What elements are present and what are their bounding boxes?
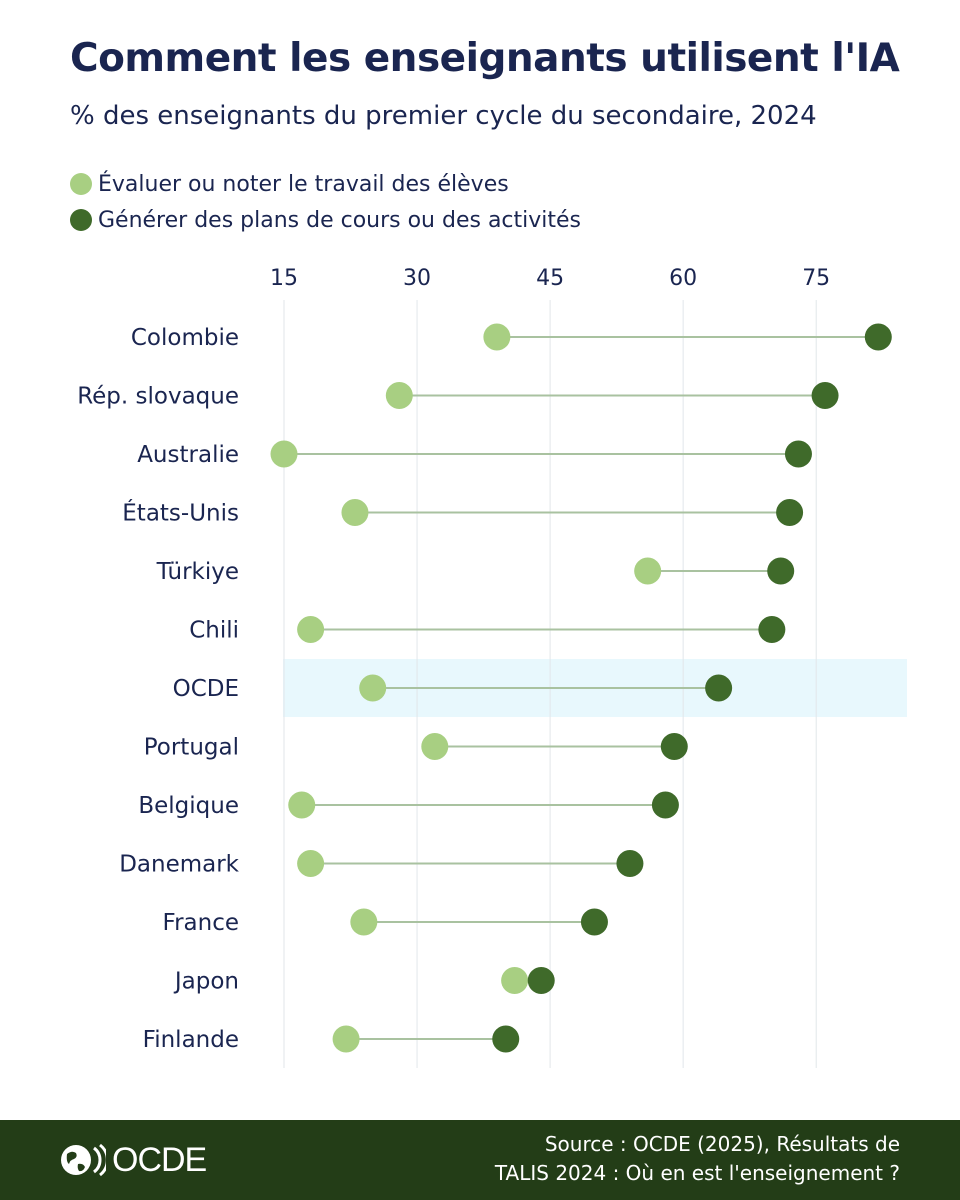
chart-subtitle: % des enseignants du premier cycle du se… [70,101,817,131]
legend-label-evaluate: Évaluer ou noter le travail des élèves [98,171,509,197]
category-label-japon: Japon [173,969,239,995]
point-generate-france [580,908,608,936]
source-line-1: Source : OCDE (2025), Résultats de [544,1132,900,1156]
legend: Évaluer ou noter le travail des élèves G… [70,166,581,238]
legend-dot-dark [70,209,92,231]
category-label-t-rkiye: Türkiye [156,559,239,585]
point-generate-r-p-slovaque [811,382,839,409]
point-evaluate-australie [270,440,298,468]
x-tick-label-60: 60 [669,266,697,291]
chart-title: Comment les enseignants utilisent l'IA [70,36,900,81]
logo-text: OCDE [112,1140,207,1179]
legend-item-evaluate: Évaluer ou noter le travail des élèves [70,166,581,202]
category-label-australie: Australie [137,442,239,468]
point-evaluate-portugal [421,733,449,760]
category-label--tats-unis: États-Unis [122,499,239,527]
x-tick-label-75: 75 [802,266,830,291]
category-label-chili: Chili [189,618,239,644]
point-generate--tats-unis [776,499,804,526]
point-evaluate-finlande [332,1025,360,1053]
x-tick-label-45: 45 [536,266,564,291]
point-evaluate--tats-unis [341,499,369,526]
legend-dot-light [70,173,92,195]
category-label-r-p-slovaque: Rép. slovaque [77,384,239,410]
point-evaluate-danemark [297,850,325,877]
point-evaluate-ocde [359,674,387,702]
category-label-colombie: Colombie [131,325,239,351]
point-evaluate-france [350,908,378,936]
oecd-logo: OCDE [58,1140,207,1180]
globe-icon [61,1143,106,1177]
category-label-belgique: Belgique [138,793,239,819]
point-evaluate-japon [501,967,529,994]
point-evaluate-r-p-slovaque [385,382,413,409]
category-label-ocde: OCDE [173,676,239,702]
category-label-danemark: Danemark [119,852,239,878]
category-label-finlande: Finlande [143,1027,239,1053]
dumbbell-chart: 15 30 45 60 75 Colombie Rép. slovaque Australi… [77,266,907,1068]
point-evaluate-t-rkiye [634,557,662,585]
source-note: Source : OCDE (2025), Résultats de TALIS… [495,1130,900,1188]
category-label-portugal: Portugal [144,735,239,761]
point-generate-portugal [660,733,688,760]
point-generate-ocde [705,674,733,702]
point-generate-t-rkiye [767,557,795,585]
point-generate-danemark [616,850,644,877]
point-generate-finlande [492,1025,520,1053]
point-generate-belgique [651,791,679,819]
point-evaluate-colombie [483,323,511,351]
point-generate-japon [527,967,555,994]
point-evaluate-chili [297,616,325,643]
footer: OCDE Source : OCDE (2025), Résultats de … [0,1120,960,1200]
legend-item-generate: Générer des plans de cours ou des activi… [70,202,581,238]
x-tick-label-30: 30 [403,266,431,291]
point-evaluate-belgique [288,791,316,819]
category-label-france: France [163,910,239,936]
legend-label-generate: Générer des plans de cours ou des activi… [98,207,582,233]
source-line-2: TALIS 2024 : Où en est l'enseignement ? [494,1161,900,1185]
point-generate-colombie [864,323,892,351]
point-generate-australie [784,440,812,468]
x-tick-label-15: 15 [270,266,298,291]
point-generate-chili [758,616,786,643]
